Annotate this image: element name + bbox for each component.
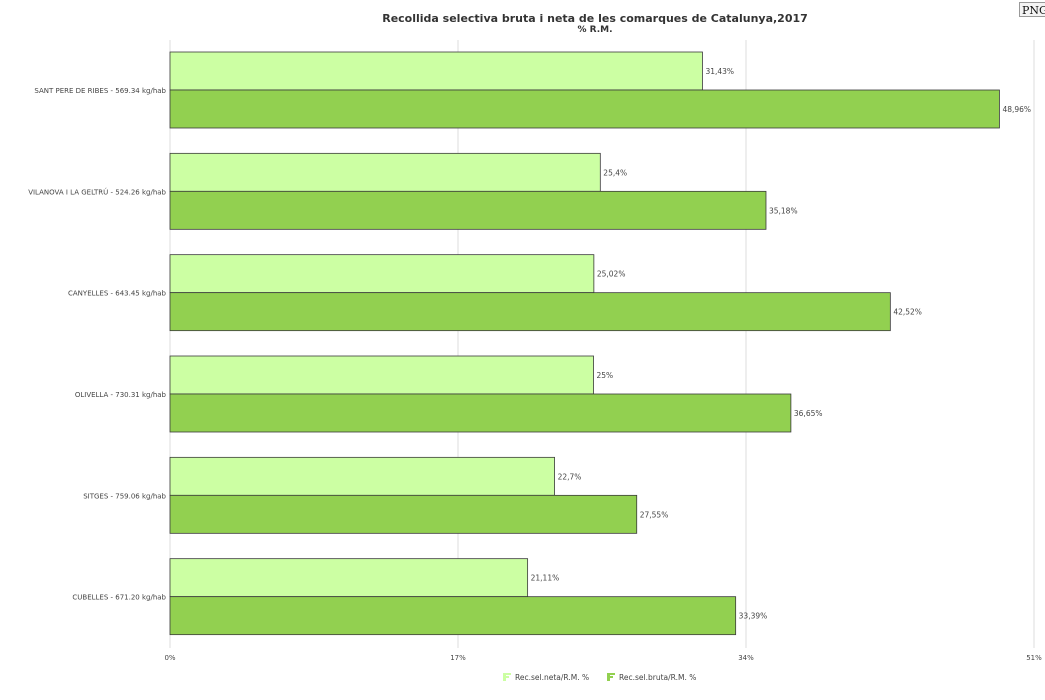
bar-neta[interactable] xyxy=(169,152,601,192)
chart-subtitle: % R.M. xyxy=(577,25,613,35)
x-tick-label: 0% xyxy=(164,654,175,662)
data-label: 36,65% xyxy=(794,409,823,418)
bar-neta[interactable] xyxy=(169,355,594,395)
category-label: CANYELLES - 643.45 kg/hab xyxy=(68,290,167,298)
legend-item-neta[interactable]: Rec.sel.neta/R.M. % xyxy=(503,673,589,682)
png-export-button[interactable]: PNG xyxy=(1019,2,1045,17)
labels-layer: 0% 17% 34% 51% SANT PERE DE RIBES - 569.34 k… xyxy=(28,67,1042,662)
x-tick-label: 34% xyxy=(738,654,754,662)
bar-neta[interactable] xyxy=(169,51,703,91)
bar-bruta[interactable] xyxy=(169,190,767,230)
bar-bruta[interactable] xyxy=(169,393,792,433)
category-label: VILANOVA I LA GELTRÚ - 524.26 kg/hab xyxy=(28,187,166,196)
bars-layer xyxy=(169,51,1000,636)
legend[interactable]: Rec.sel.neta/R.M. % Rec.sel.bruta/R.M. % xyxy=(503,673,696,682)
grid-layer xyxy=(169,40,1035,648)
data-label: 42,52% xyxy=(893,308,922,317)
legend-swatch xyxy=(607,673,615,675)
legend-item-bruta[interactable]: Rec.sel.bruta/R.M. % xyxy=(607,673,696,682)
data-label: 48,96% xyxy=(1002,105,1031,114)
data-label: 25% xyxy=(597,371,614,380)
legend-swatch xyxy=(503,676,509,678)
data-label: 33,39% xyxy=(739,612,768,621)
category-label: SANT PERE DE RIBES - 569.34 kg/hab xyxy=(34,87,166,95)
bar-bruta[interactable] xyxy=(169,292,891,332)
legend-label: Rec.sel.bruta/R.M. % xyxy=(619,673,696,682)
chart-title: Recollida selectiva bruta i neta de les … xyxy=(382,12,808,25)
bar-neta[interactable] xyxy=(169,558,529,598)
bar-bruta[interactable] xyxy=(169,89,1000,129)
legend-swatch xyxy=(503,673,511,675)
category-label: SITGES - 759.06 kg/hab xyxy=(83,492,166,500)
bar-bruta[interactable] xyxy=(169,494,638,534)
legend-swatch xyxy=(607,676,613,678)
bar-neta[interactable] xyxy=(169,254,595,294)
legend-label: Rec.sel.neta/R.M. % xyxy=(515,673,589,682)
data-label: 25,02% xyxy=(597,270,626,279)
bar-bruta[interactable] xyxy=(169,596,737,636)
bar-neta[interactable] xyxy=(169,456,555,496)
x-tick-label: 17% xyxy=(450,654,466,662)
data-label: 25,4% xyxy=(603,168,627,177)
category-label: CUBELLES - 671.20 kg/hab xyxy=(72,594,166,602)
category-label: OLIVELLA - 730.31 kg/hab xyxy=(75,391,167,399)
x-tick-label: 51% xyxy=(1026,654,1042,662)
data-label: 27,55% xyxy=(640,510,669,519)
data-label: 22,7% xyxy=(558,472,582,481)
data-label: 35,18% xyxy=(769,206,798,215)
data-label: 21,11% xyxy=(531,574,560,583)
data-label: 31,43% xyxy=(705,67,734,76)
